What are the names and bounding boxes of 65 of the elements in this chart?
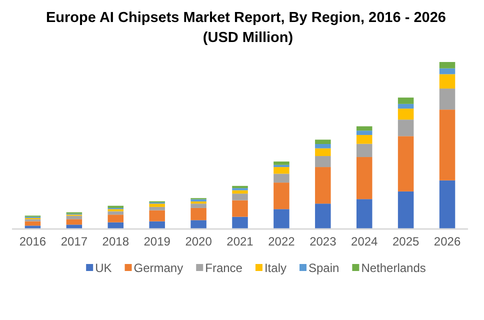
legend-label: Italy xyxy=(264,261,286,275)
bar xyxy=(66,224,82,229)
bar xyxy=(274,209,290,229)
bar xyxy=(190,220,206,229)
bar xyxy=(315,156,331,168)
bar xyxy=(24,221,41,226)
x-tick-label: 2023 xyxy=(310,234,337,249)
bar xyxy=(274,182,290,210)
x-tick-label: 2022 xyxy=(268,234,296,249)
bar xyxy=(149,210,165,222)
x-tick-label: 2019 xyxy=(144,234,171,249)
legend-label: Netherlands xyxy=(361,261,426,275)
bar xyxy=(232,190,248,194)
bar xyxy=(315,144,331,148)
bar xyxy=(190,208,206,220)
bar xyxy=(356,199,372,229)
bar xyxy=(356,144,372,158)
legend-label: Germany xyxy=(134,261,184,275)
bar xyxy=(398,98,414,104)
x-tick-label: 2017 xyxy=(60,234,88,249)
bar xyxy=(232,186,248,188)
bar xyxy=(398,191,414,229)
bar xyxy=(274,174,290,183)
bar xyxy=(232,200,248,217)
bar xyxy=(356,134,372,144)
bar xyxy=(149,204,165,207)
bar xyxy=(398,136,414,192)
bar xyxy=(439,68,456,74)
bar xyxy=(439,62,456,68)
bar xyxy=(66,219,82,225)
bar xyxy=(190,201,206,204)
legend-label: France xyxy=(205,261,243,275)
legend-label: Spain xyxy=(308,261,340,275)
x-tick-label: 2021 xyxy=(226,234,254,249)
bar xyxy=(439,88,456,110)
bar xyxy=(274,162,290,165)
bar xyxy=(439,110,456,180)
bar xyxy=(232,216,248,229)
bar xyxy=(356,126,372,131)
x-tick-label: 2024 xyxy=(351,234,378,249)
legend-label: UK xyxy=(95,261,112,275)
bar xyxy=(356,157,372,200)
bar xyxy=(315,204,331,229)
bar xyxy=(315,140,331,144)
x-tick-label: 2025 xyxy=(392,234,420,249)
x-tick-label: 2020 xyxy=(185,234,212,249)
x-tick-label: 2016 xyxy=(19,234,46,249)
bar xyxy=(190,204,206,208)
bar xyxy=(149,206,165,210)
bar xyxy=(315,148,331,156)
bar xyxy=(398,108,414,120)
bar xyxy=(439,74,456,89)
x-tick-label: 2018 xyxy=(102,234,130,249)
bar xyxy=(398,104,414,109)
bar xyxy=(274,164,290,168)
bar xyxy=(315,167,331,204)
bar xyxy=(356,130,372,135)
bar xyxy=(398,120,414,136)
bar xyxy=(439,180,456,229)
bar xyxy=(108,214,124,222)
bar xyxy=(274,167,290,174)
chart-title: Europe AI Chipsets Market Report, By Region, 2016 - 2026 (USD Million) xyxy=(46,10,450,46)
x-tick-label: 2026 xyxy=(434,234,461,249)
bar xyxy=(232,194,248,200)
bar xyxy=(149,221,165,229)
